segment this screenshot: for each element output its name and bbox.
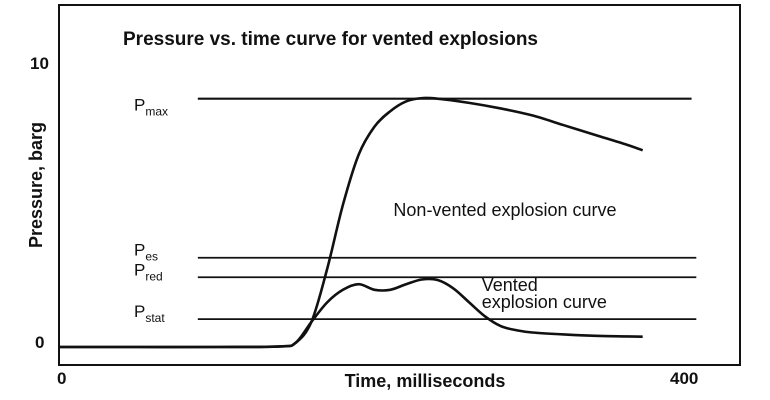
x-tick-label-end: 400 bbox=[670, 369, 698, 388]
y-axis-label: Pressure, barg bbox=[26, 122, 46, 248]
pred-label: Pred bbox=[134, 260, 163, 283]
pmax-label: Pmax bbox=[134, 96, 168, 119]
non-vented-annotation: Non-vented explosion curve bbox=[393, 200, 616, 220]
y-tick-label-top: 10 bbox=[30, 54, 49, 73]
plot-frame bbox=[58, 4, 741, 366]
y-tick-label-bottom: 0 bbox=[35, 333, 44, 352]
vented-annotation-line2: explosion curve bbox=[482, 292, 607, 312]
vented-curve bbox=[58, 277, 643, 349]
vented-annotation-line1: Vented bbox=[482, 275, 538, 295]
pstat-label: Pstat bbox=[134, 302, 165, 325]
chart-title: Pressure vs. time curve for vented explo… bbox=[123, 29, 538, 50]
x-axis-label: Time, milliseconds bbox=[345, 371, 506, 391]
x-tick-label-start: 0 bbox=[57, 369, 66, 388]
pes-label: Pes bbox=[134, 241, 158, 264]
